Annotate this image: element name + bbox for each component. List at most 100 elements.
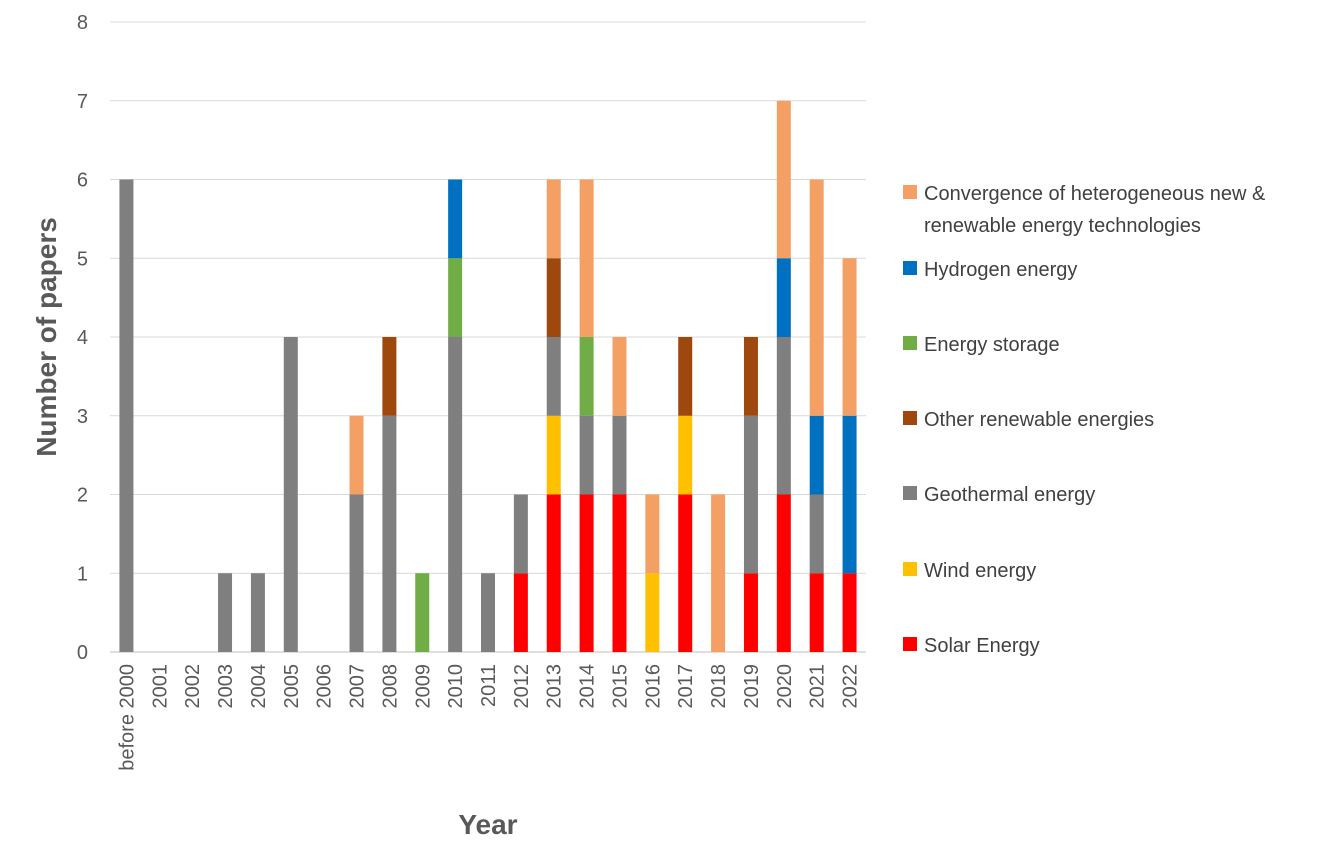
legend-swatch (903, 562, 917, 576)
legend-swatch (903, 411, 917, 425)
bar-segment (448, 179, 463, 259)
x-tick-label: before 2000 (116, 664, 138, 771)
bar-segment (776, 337, 791, 495)
x-tick-label: 2013 (544, 664, 566, 709)
legend: Convergence of heterogeneous new & renewa… (903, 183, 1266, 657)
bar-segment (415, 573, 430, 652)
x-tick-label: 2020 (774, 664, 796, 709)
bar-segment (481, 573, 495, 652)
x-axis-ticks: before 2000 2001 2002 2003 2004 2005 2006 2007 2… (116, 664, 861, 771)
x-tick-label: 2007 (347, 664, 369, 709)
bar-segment (645, 494, 660, 574)
y-tick-label: 7 (77, 91, 88, 113)
y-tick-label: 8 (77, 12, 88, 34)
x-tick-label: 2004 (248, 664, 270, 709)
legend-label: Solar Energy (924, 635, 1040, 657)
bar-segment (743, 337, 758, 416)
bar-segment (546, 494, 561, 652)
bar-segment (645, 573, 660, 652)
bar-segment (711, 494, 726, 652)
bar-segment (842, 258, 857, 416)
x-tick-label: 2021 (807, 664, 829, 709)
bar-segment (776, 494, 791, 652)
bar-segment (218, 573, 233, 652)
bar-segment (776, 100, 791, 259)
y-tick-label: 4 (77, 327, 88, 349)
legend-label: Other renewable energies (924, 409, 1154, 431)
legend-swatch (903, 637, 917, 651)
bar-segment (382, 415, 397, 652)
y-tick-label: 5 (77, 248, 88, 270)
x-tick-label: 2005 (281, 664, 303, 709)
x-tick-label: 2011 (478, 664, 500, 707)
bar-segment (612, 415, 627, 495)
y-axis-ticks: 0 1 2 3 4 5 6 7 8 (77, 12, 88, 664)
legend-swatch (903, 185, 917, 199)
x-tick-label: 2002 (182, 664, 204, 709)
bar-segment (250, 573, 265, 652)
legend-label: renewable energy technologies (924, 215, 1201, 237)
bar-segment (612, 494, 627, 652)
y-tick-label: 2 (77, 485, 88, 507)
bar-segment (546, 179, 561, 259)
bar-segment (579, 415, 594, 495)
bar-segment (283, 337, 298, 652)
bar-segment (448, 337, 463, 652)
legend-label: Wind energy (924, 560, 1036, 582)
bar-segment (349, 415, 364, 495)
bar-segment (678, 415, 693, 495)
bar-segment (513, 494, 528, 574)
bar-segment (349, 494, 364, 652)
bar-segment (546, 258, 561, 337)
bar-segment (743, 573, 758, 652)
legend-label: Energy storage (924, 334, 1060, 356)
x-axis-title: Year (458, 809, 517, 840)
x-tick-label: 2019 (741, 664, 763, 709)
legend-swatch (903, 486, 917, 500)
legend-swatch (903, 336, 917, 350)
bar-segment (513, 573, 528, 652)
x-tick-label: 2015 (609, 664, 631, 709)
bar-segment (776, 258, 791, 337)
bar-segment (579, 337, 594, 416)
x-tick-label: 2022 (840, 664, 862, 709)
legend-label: Hydrogen energy (924, 259, 1077, 281)
x-tick-label: 2001 (149, 664, 171, 709)
bar-segment (612, 337, 627, 416)
bar-segment (743, 415, 758, 574)
legend-label: Geothermal energy (924, 484, 1095, 506)
bar-segment (546, 415, 561, 495)
y-axis-title: Number of papers (31, 217, 62, 457)
bar-segment (809, 415, 824, 495)
y-tick-label: 6 (77, 170, 88, 192)
y-tick-label: 1 (77, 563, 88, 585)
gridlines (110, 21, 866, 653)
x-tick-label: 2006 (314, 664, 336, 709)
bar-segment (809, 494, 824, 574)
bar-segment (809, 573, 824, 652)
bar-segment (119, 179, 134, 652)
bar-segment (546, 337, 561, 416)
bar-segment (842, 415, 857, 574)
x-tick-label: 2009 (412, 664, 434, 709)
x-tick-label: 2016 (642, 664, 664, 709)
x-tick-label: 2017 (675, 664, 697, 709)
bar-segment (678, 494, 693, 652)
bar-segment (579, 179, 594, 337)
y-tick-label: 0 (77, 642, 88, 664)
x-tick-label: 2010 (445, 664, 467, 709)
bar-segment (678, 337, 693, 416)
bar-segment (448, 258, 463, 337)
bar-segment (842, 573, 857, 652)
bar-segment (579, 494, 594, 652)
x-tick-label: 2008 (379, 664, 401, 709)
x-tick-label: 2014 (577, 664, 599, 709)
legend-swatch (903, 261, 917, 275)
bar-segment (809, 179, 824, 416)
x-tick-label: 2018 (708, 664, 730, 709)
bars (119, 100, 857, 652)
bar-segment (382, 337, 397, 416)
x-tick-label: 2003 (215, 664, 237, 709)
legend-label: Convergence of heterogeneous new & (924, 183, 1266, 205)
